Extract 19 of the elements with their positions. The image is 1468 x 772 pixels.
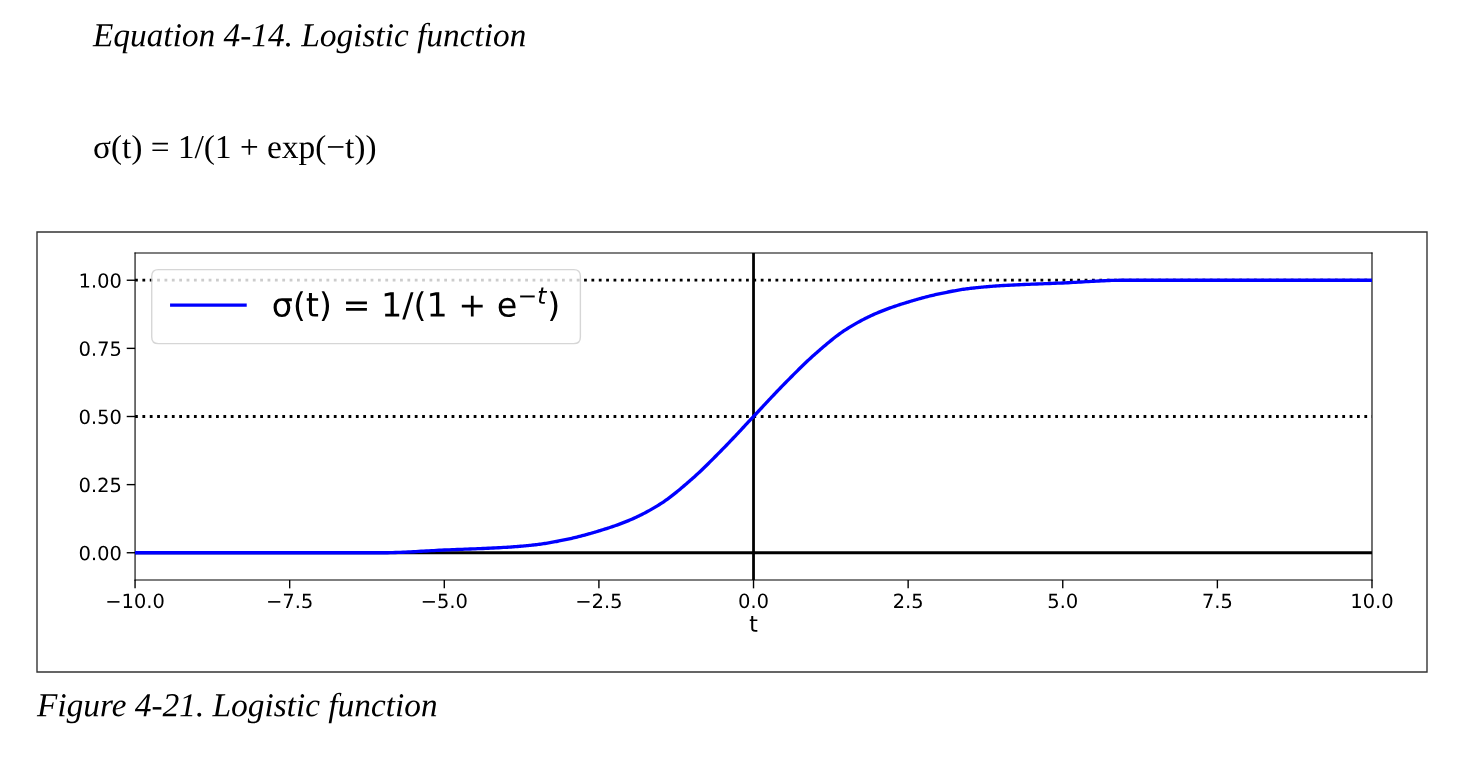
x-tick-label: 5.0 (1048, 593, 1077, 609)
x-axis-title: t (749, 616, 758, 632)
y-tick-label: 0.25 (79, 477, 121, 493)
x-tick-label: −10.0 (107, 593, 164, 609)
x-tick-label: 0.0 (739, 593, 768, 609)
y-tick-label: 0.50 (79, 409, 121, 425)
caption: Figure 4-21. Logistic function (36, 692, 437, 724)
x-tick-label: −7.5 (268, 593, 312, 609)
legend-label: σ(t) = 1/(1 + e$^{−t}$) (273, 287, 558, 321)
x-tick-label: −5.0 (422, 593, 467, 609)
x-tick-label: 7.5 (1203, 593, 1232, 609)
chart-title: Equation 4-14. Logistic function (92, 22, 525, 54)
y-tick-label: 0.00 (79, 545, 121, 561)
y-tick-label: 0.75 (79, 341, 121, 357)
y-tick-label: 1.00 (80, 273, 121, 288)
chart-subtitle: σ(t) = 1/(1 + exp(−t)) (94, 134, 376, 166)
x-tick-label: 10.0 (1352, 593, 1393, 609)
x-tick-label: −2.5 (577, 593, 621, 609)
x-tick-label: 2.5 (894, 593, 922, 609)
